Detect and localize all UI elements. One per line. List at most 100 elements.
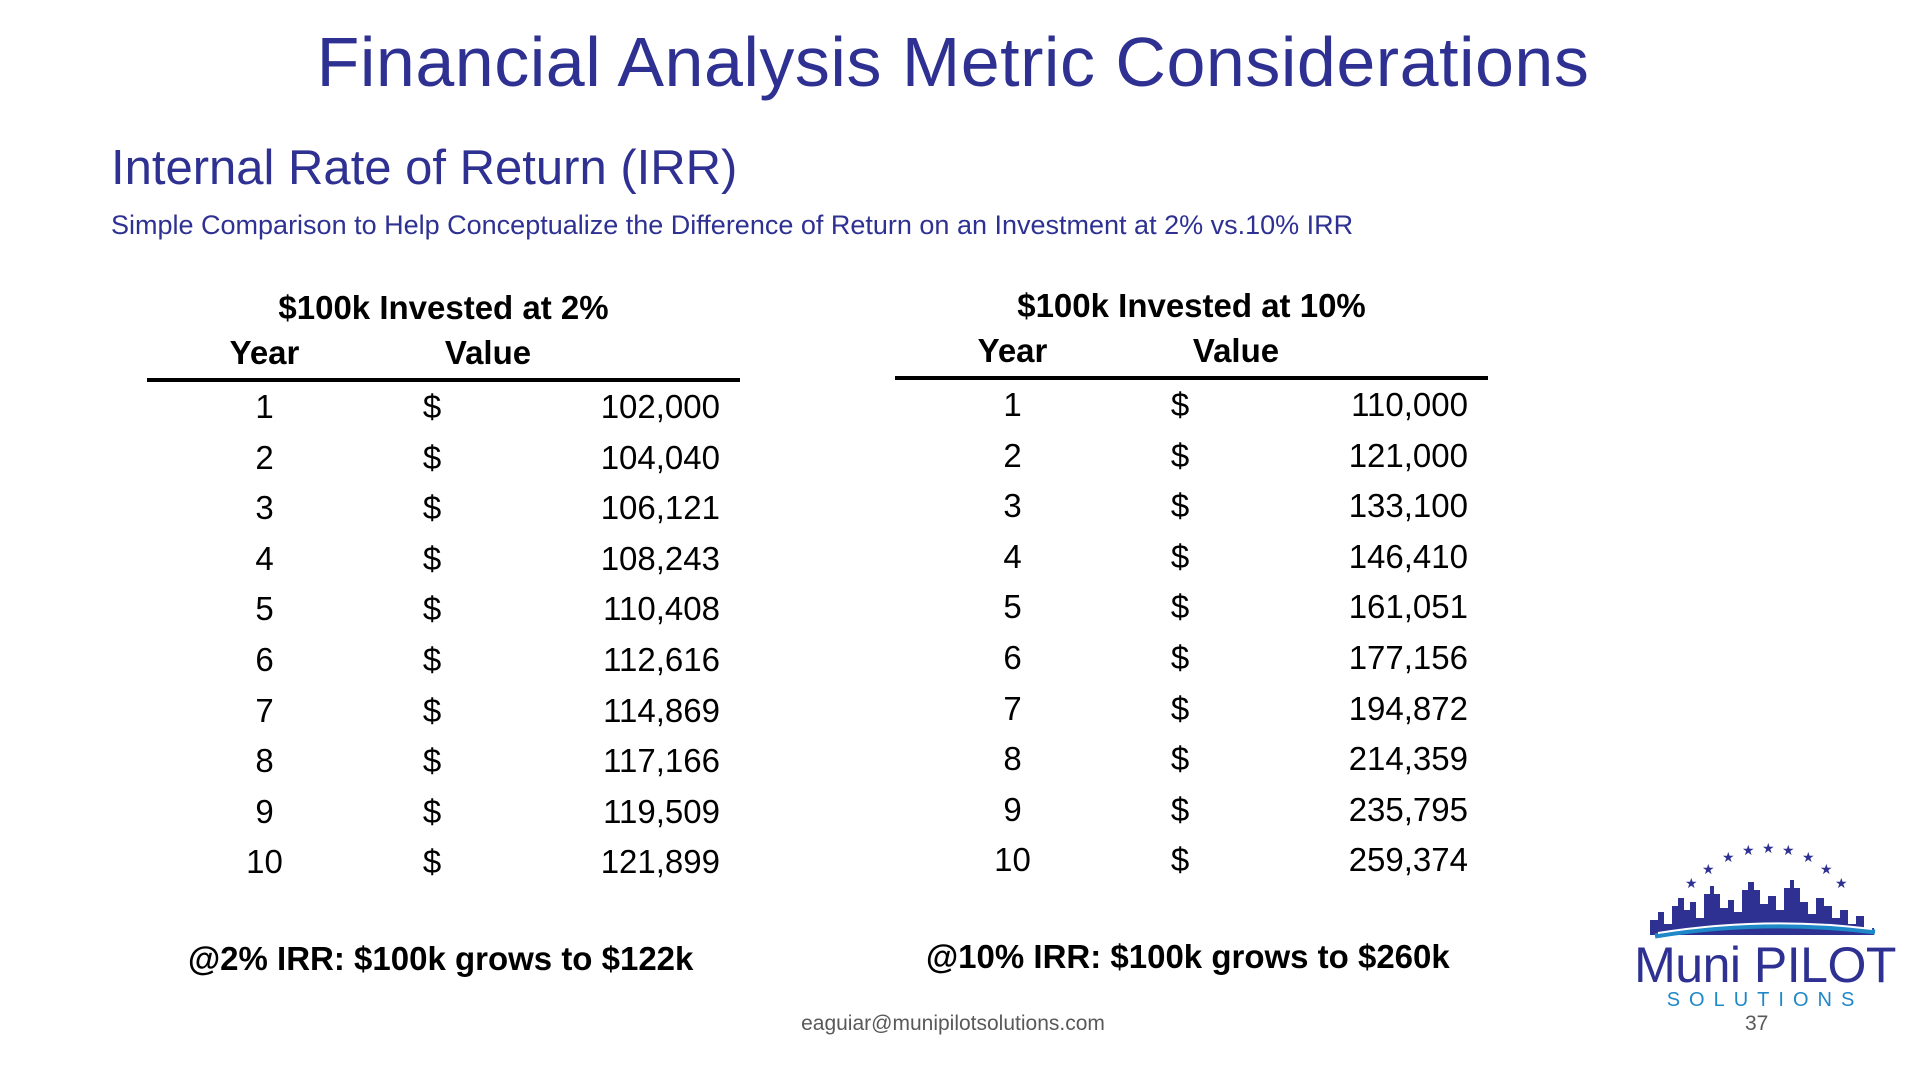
currency-cell: $ — [422, 742, 442, 780]
year-cell: 6 — [255, 640, 274, 678]
value-cell: 110,408 — [603, 590, 720, 628]
year-cell: 8 — [1003, 740, 1022, 778]
year-cell: 7 — [255, 691, 274, 729]
value-cell: 110,000 — [1351, 386, 1468, 423]
currency-cell: $ — [1170, 537, 1190, 575]
table-2-percent: $100k Invested at 2% Year Value 1 $ 102,… — [147, 288, 740, 888]
table-row: 6 $ 177,156 — [895, 633, 1488, 684]
summary-10-percent: @10% IRR: $100k grows to $260k — [926, 938, 1450, 975]
table-title: $100k Invested at 2% — [278, 289, 609, 326]
year-cell: 9 — [1003, 790, 1022, 828]
year-cell: 7 — [1003, 689, 1022, 727]
currency-cell: $ — [422, 438, 442, 476]
table-row: 4 $ 108,243 — [147, 534, 740, 585]
table-row: 9 $ 235,795 — [895, 785, 1488, 836]
value-cell: 121,000 — [1348, 436, 1468, 474]
year-cell: 1 — [1003, 386, 1022, 423]
value-cell: 102,000 — [600, 388, 720, 425]
value-cell: 235,795 — [1348, 790, 1468, 828]
value-cell: 259,374 — [1348, 841, 1468, 879]
currency-cell: $ — [1170, 740, 1190, 778]
currency-cell: $ — [422, 590, 442, 628]
value-cell: 121,899 — [600, 843, 720, 881]
currency-cell: $ — [422, 792, 442, 830]
value-cell: 146,410 — [1348, 537, 1468, 575]
currency-cell: $ — [422, 843, 442, 881]
currency-cell: $ — [1170, 841, 1190, 879]
currency-cell: $ — [422, 489, 442, 527]
currency-cell: $ — [1170, 487, 1190, 525]
value-cell: 161,051 — [1348, 588, 1468, 626]
value-cell: 177,156 — [1348, 638, 1468, 676]
svg-text:★: ★ — [1722, 850, 1735, 866]
table-row: 2 $ 121,000 — [895, 431, 1488, 482]
value-cell: 104,040 — [600, 438, 720, 476]
summary-2-percent: @2% IRR: $100k grows to $122k — [188, 940, 694, 977]
year-cell: 10 — [246, 843, 283, 881]
currency-cell: $ — [1170, 790, 1190, 828]
year-cell: 6 — [1003, 638, 1022, 676]
value-cell: 119,509 — [603, 792, 720, 830]
year-header: Year — [229, 334, 300, 371]
subtitle: Simple Comparison to Help Conceptualize … — [111, 210, 1354, 240]
value-cell: 117,166 — [603, 742, 720, 780]
slide-title: Financial Analysis Metric Considerations — [316, 23, 1590, 101]
table-row: 3 $ 133,100 — [895, 481, 1488, 532]
muni-pilot-logo: ★ ★ ★ ★ ★ ★ ★ ★ ★ Muni PILOT SOLUTIONS — [1630, 840, 1900, 1010]
year-cell: 1 — [255, 388, 274, 425]
skyline-logo-icon: ★ ★ ★ ★ ★ ★ ★ ★ ★ — [1650, 841, 1876, 939]
table-row: 8 $ 214,359 — [895, 734, 1488, 785]
year-cell: 9 — [255, 792, 274, 830]
svg-text:★: ★ — [1742, 843, 1755, 859]
currency-cell: $ — [422, 539, 442, 577]
table-row: 10 $ 121,899 — [147, 837, 740, 888]
value-cell: 112,616 — [603, 640, 720, 678]
year-cell: 3 — [255, 489, 274, 527]
value-cell: 108,243 — [600, 539, 720, 577]
currency-cell: $ — [1170, 588, 1190, 626]
year-cell: 5 — [1003, 588, 1022, 626]
currency-cell: $ — [1170, 386, 1190, 423]
year-cell: 3 — [1003, 487, 1022, 525]
value-header: Value — [444, 334, 532, 371]
value-cell: 133,100 — [1348, 487, 1468, 525]
year-cell: 8 — [255, 742, 274, 780]
svg-text:★: ★ — [1762, 841, 1775, 857]
currency-cell: $ — [1170, 689, 1190, 727]
table-row: 2 $ 104,040 — [147, 433, 740, 484]
currency-cell: $ — [422, 640, 442, 678]
page-number: 37 — [1745, 1012, 1769, 1035]
table-row: 1 $ 102,000 — [147, 382, 740, 433]
table-row: 7 $ 194,872 — [895, 684, 1488, 735]
footer-email: eaguiar@munipilotsolutions.com — [801, 1012, 1105, 1035]
currency-cell: $ — [1170, 436, 1190, 474]
svg-text:★: ★ — [1802, 850, 1815, 866]
currency-cell: $ — [1170, 638, 1190, 676]
year-cell: 4 — [255, 539, 274, 577]
table-header: Year Value — [147, 328, 740, 382]
currency-cell: $ — [422, 388, 442, 425]
table-row: 6 $ 112,616 — [147, 635, 740, 686]
table-row: 5 $ 110,408 — [147, 584, 740, 635]
table-row: 10 $ 259,374 — [895, 835, 1488, 886]
value-cell: 114,869 — [603, 691, 720, 729]
currency-cell: $ — [422, 691, 442, 729]
logo-name: Muni PILOT — [1634, 937, 1896, 993]
table-row: 9 $ 119,509 — [147, 787, 740, 838]
table-10-percent: $100k Invested at 10% Year Value 1 $ 110… — [895, 286, 1488, 886]
year-cell: 10 — [994, 841, 1031, 879]
table-row: 7 $ 114,869 — [147, 686, 740, 737]
svg-text:★: ★ — [1685, 876, 1698, 892]
svg-text:★: ★ — [1835, 876, 1848, 892]
table-header: Year Value — [895, 326, 1488, 380]
logo-tagline: SOLUTIONS — [1666, 989, 1864, 1011]
table-row: 3 $ 106,121 — [147, 483, 740, 534]
year-cell: 4 — [1003, 537, 1022, 575]
value-cell: 194,872 — [1348, 689, 1468, 727]
svg-text:★: ★ — [1782, 843, 1795, 859]
table-row: 8 $ 117,166 — [147, 736, 740, 787]
svg-text:★: ★ — [1820, 862, 1833, 878]
value-header: Value — [1192, 332, 1280, 369]
table-title: $100k Invested at 10% — [1017, 287, 1366, 324]
value-cell: 106,121 — [600, 489, 720, 527]
